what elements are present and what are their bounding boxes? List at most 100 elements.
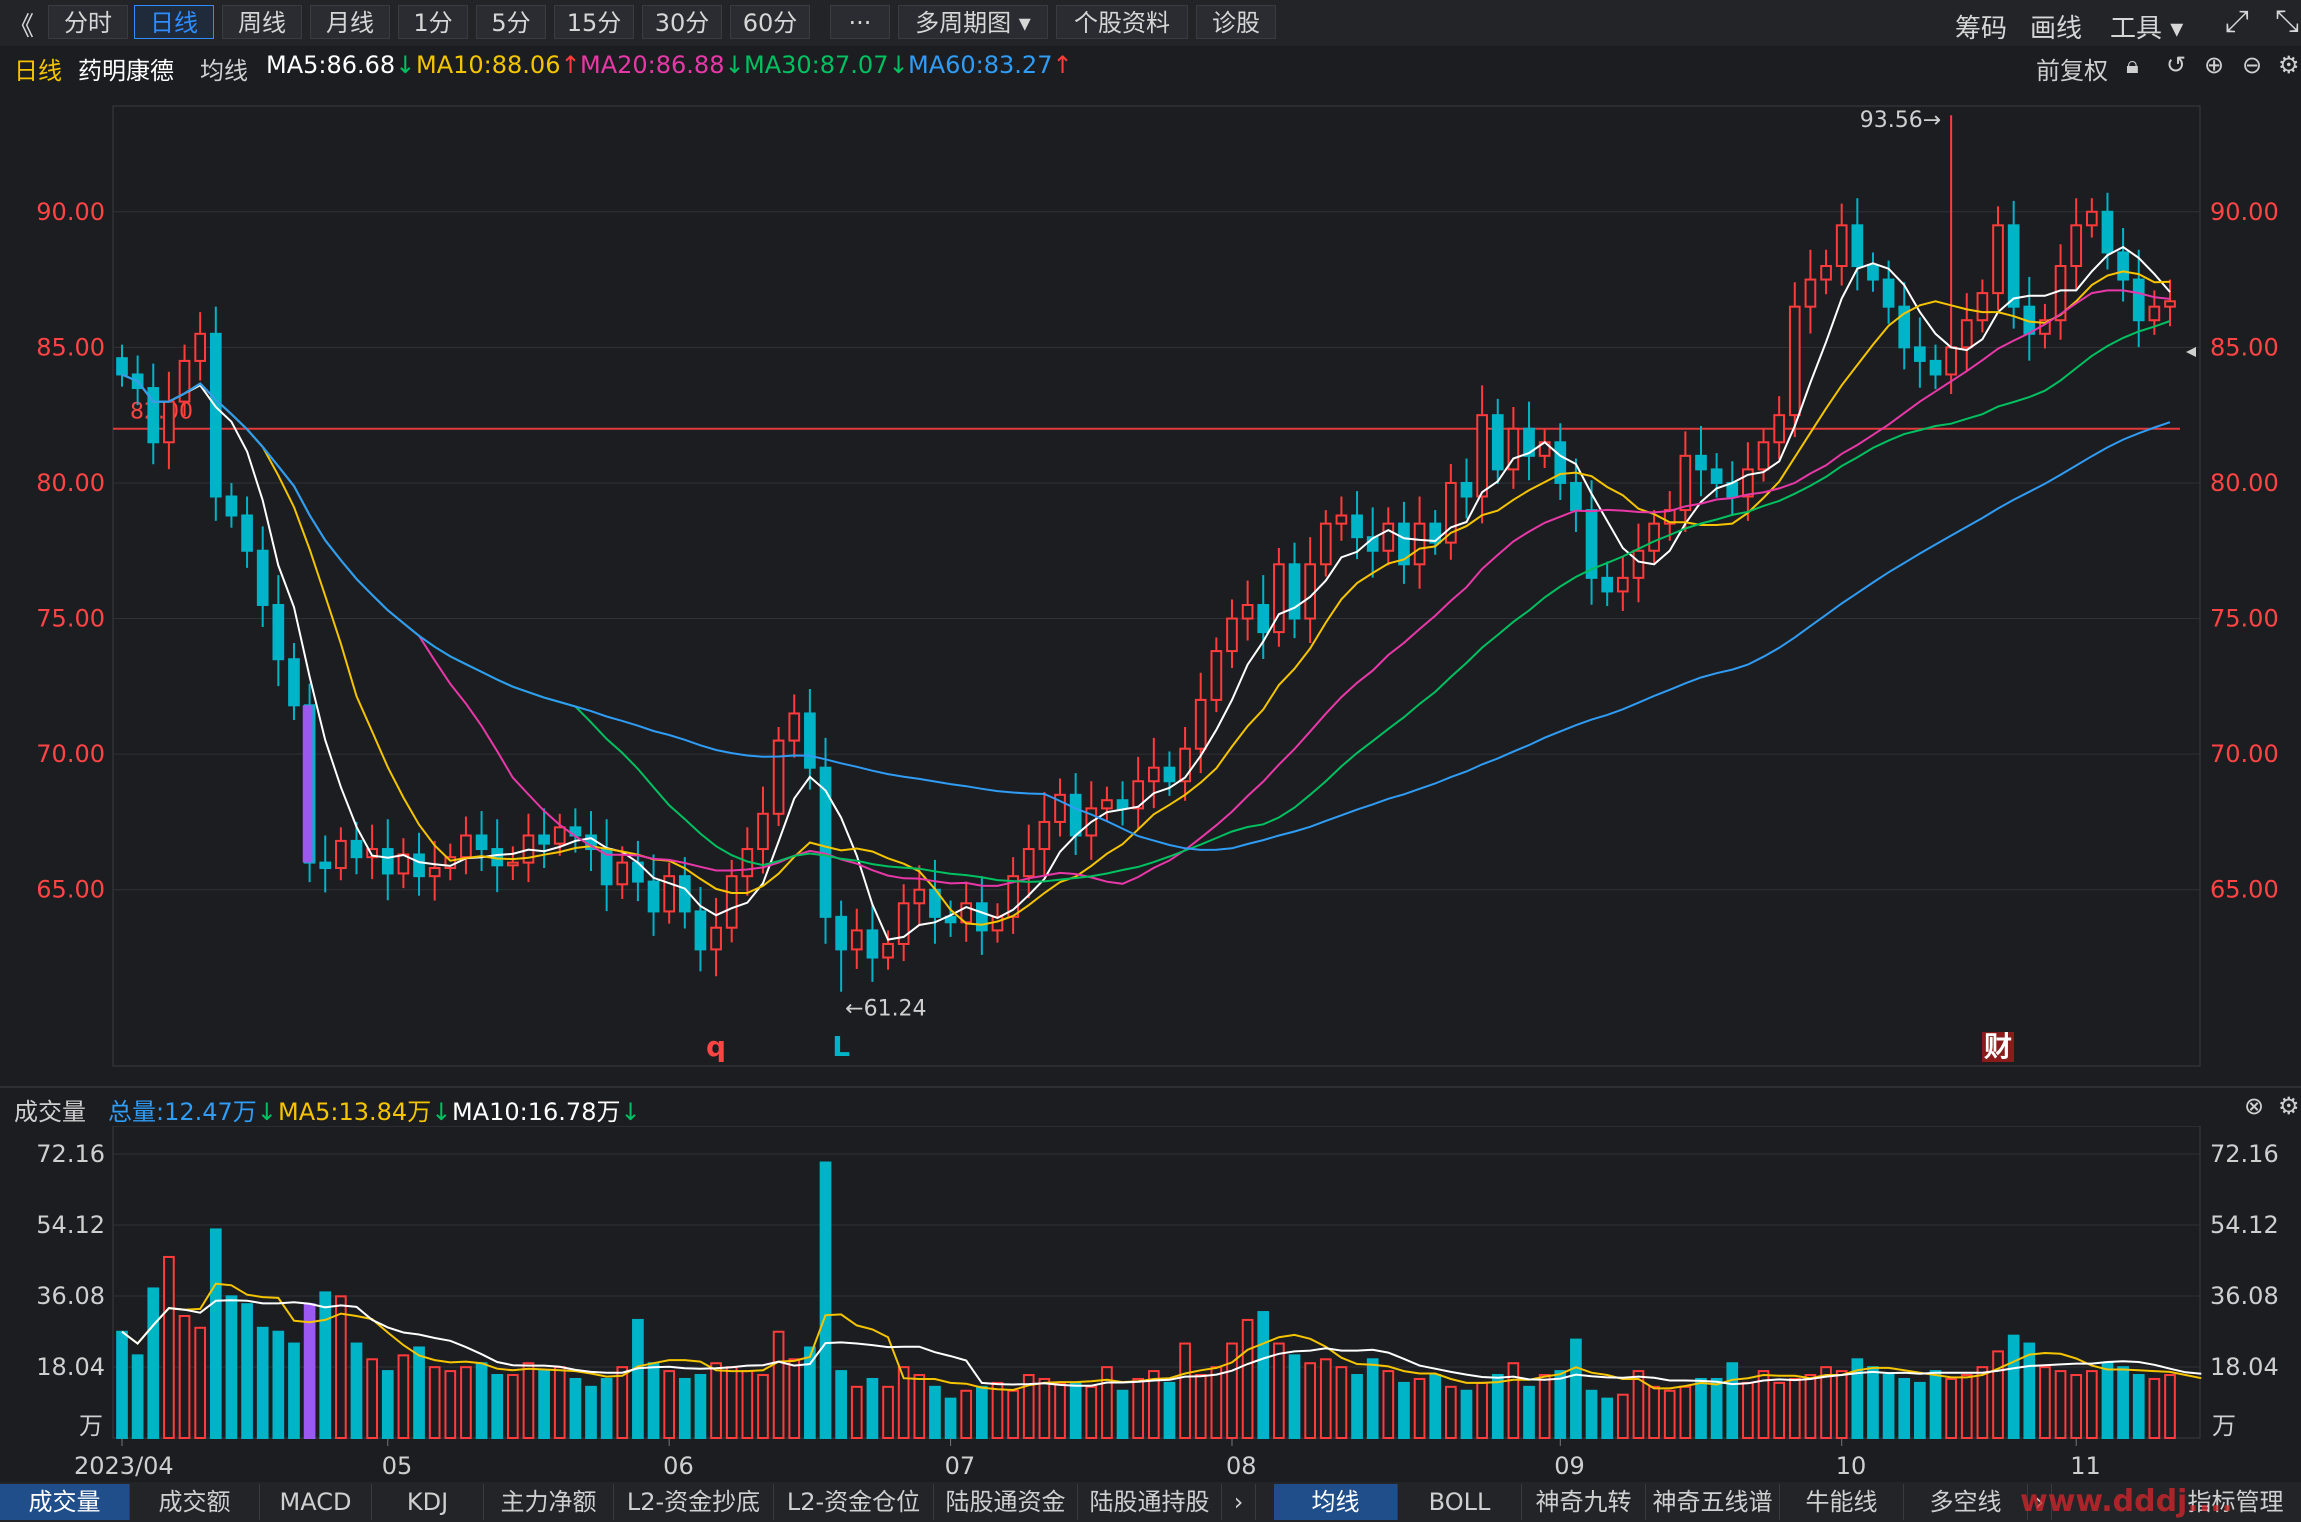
high-price-label: 93.56→	[1860, 108, 1941, 133]
candle	[460, 834, 472, 859]
tab-turnover[interactable]: 成交额	[130, 1484, 260, 1520]
volume-bar	[1194, 1374, 1207, 1439]
tab-weekly[interactable]: 周线	[222, 5, 302, 39]
tab-daily[interactable]: 日线	[134, 5, 214, 39]
tab-bull-bear[interactable]: 多空线	[1904, 1484, 2028, 1520]
candle	[1398, 522, 1410, 566]
candle	[1429, 522, 1442, 544]
back-button[interactable]: 《	[8, 12, 35, 42]
tab-bull-line[interactable]: 牛能线	[1780, 1484, 1904, 1520]
tab-northbound-flow[interactable]: 陆股通资金	[934, 1484, 1078, 1520]
tab-northbound-hold[interactable]: 陆股通持股	[1078, 1484, 1222, 1520]
tab-ma[interactable]: 均线	[1274, 1484, 1398, 1520]
tab-intraday[interactable]: 分时	[48, 5, 128, 39]
volume-bar	[944, 1397, 957, 1439]
tab-l2-bottom[interactable]: L2-资金抄底	[614, 1484, 774, 1520]
volume-bar	[1820, 1366, 1832, 1439]
volume-bar	[428, 1366, 441, 1439]
volume-bar	[1867, 1366, 1879, 1439]
stock-profile-button[interactable]: 个股资料	[1056, 5, 1188, 39]
tab-l2-position[interactable]: L2-资金仓位	[774, 1484, 934, 1520]
volume-bar	[569, 1377, 582, 1439]
volume-bar	[882, 1385, 894, 1439]
indicator-name[interactable]: 均线	[200, 57, 248, 85]
candle	[1194, 698, 1207, 750]
candle	[1788, 305, 1801, 417]
date-tick-label: 05	[382, 1452, 413, 1480]
price-tick-left: 65.00	[36, 876, 105, 904]
diagnose-button[interactable]: 诊股	[1196, 5, 1276, 39]
tab-60min[interactable]: 60分	[730, 5, 810, 39]
draw-line-button[interactable]: 画线	[2030, 14, 2083, 44]
volume-bar	[694, 1374, 707, 1439]
tab-volume[interactable]: 成交量	[0, 1484, 130, 1520]
fullscreen-icon[interactable]: ⤢	[2225, 4, 2249, 39]
candle	[1257, 603, 1270, 634]
volume-bar	[1757, 1370, 1770, 1439]
expand-icon[interactable]: ⤡	[2275, 4, 2299, 39]
volume-bar	[2164, 1374, 2176, 1439]
more-periods-button[interactable]: ···	[830, 5, 890, 39]
tab-boll[interactable]: BOLL	[1398, 1484, 1522, 1520]
multi-period-dropdown[interactable]: 多周期图 ▾	[898, 5, 1048, 39]
price-tick-right: 85.00	[2210, 333, 2279, 361]
tab-30min[interactable]: 30分	[642, 5, 722, 39]
indicator-tabs: 成交量 成交额 MACD KDJ 主力净额 L2-资金抄底 L2-资金仓位 陆股…	[0, 1482, 2301, 1522]
tabs-right-next-icon[interactable]: ›	[2028, 1484, 2052, 1520]
volume-bar	[1273, 1342, 1285, 1440]
volume-bar	[335, 1295, 347, 1439]
tab-5min[interactable]: 5分	[476, 5, 546, 39]
highlight-candle	[302, 705, 313, 863]
chips-button[interactable]: 筹码	[1955, 14, 2008, 44]
close-panel-icon[interactable]: ⊗	[2244, 1092, 2265, 1120]
volume-bar	[1147, 1370, 1160, 1439]
zoom-in-icon[interactable]: ⊕	[2204, 51, 2225, 79]
last-price-pointer	[2186, 347, 2196, 357]
candle	[1960, 319, 1973, 349]
candle	[757, 812, 769, 851]
tab-15min[interactable]: 15分	[554, 5, 634, 39]
volume-bar	[538, 1370, 550, 1439]
volume-ma5-line	[121, 1282, 2202, 1392]
candle	[1507, 427, 1520, 471]
tab-main-net[interactable]: 主力净额	[484, 1484, 614, 1520]
volume-chart[interactable]: 72.16 72.16 54.12 54.12 36.08 36.08 18.04 18.04…	[0, 1126, 2301, 1482]
volume-bar	[1914, 1381, 1926, 1439]
lock-icon[interactable]: 🔒︎	[2126, 51, 2139, 79]
indicator-manage-button[interactable]: 指标管理	[2187, 1488, 2284, 1516]
tabs-next-icon[interactable]: ›	[1222, 1484, 1256, 1520]
volume-bar	[1742, 1381, 1754, 1439]
volume-bar	[2039, 1366, 2051, 1439]
candle	[1835, 224, 1848, 268]
volume-bar	[1616, 1393, 1629, 1439]
volume-bar	[475, 1362, 488, 1439]
volume-bar	[1695, 1377, 1707, 1439]
volume-bar	[976, 1385, 988, 1439]
tab-magic-nine[interactable]: 神奇九转	[1522, 1484, 1646, 1520]
settings-icon[interactable]: ⚙	[2278, 51, 2300, 79]
candle	[647, 880, 660, 913]
stock-name: 药明康德	[78, 57, 174, 85]
candle	[1570, 481, 1582, 512]
volume-bar	[1570, 1338, 1582, 1440]
tab-monthly[interactable]: 月线	[310, 5, 390, 39]
tab-kdj[interactable]: KDJ	[372, 1484, 484, 1520]
tools-dropdown[interactable]: 工具 ▾	[2110, 14, 2184, 44]
volume-bar	[1085, 1385, 1098, 1439]
tab-macd[interactable]: MACD	[260, 1484, 372, 1520]
volume-bar	[444, 1370, 457, 1439]
reset-icon[interactable]: ↺	[2166, 51, 2187, 79]
tab-1min[interactable]: 1分	[398, 5, 468, 39]
candle	[335, 839, 347, 870]
volume-ma10-line	[121, 1299, 2202, 1387]
candle	[1038, 820, 1051, 851]
volume-settings-icon[interactable]: ⚙	[2278, 1092, 2300, 1120]
candle	[194, 332, 207, 362]
volume-bar	[1038, 1377, 1051, 1439]
ma-info-bar: 日线 药明康德 均线 MA5:86.68↓ MA10:88.06↑ MA20:8…	[0, 46, 2301, 86]
candlestick-chart[interactable]: 90.00 90.00 85.00 85.00 80.00 80.00 75.00 75.00…	[0, 86, 2301, 1086]
tab-magic-five[interactable]: 神奇五线谱	[1646, 1484, 1780, 1520]
volume-bar	[1007, 1389, 1019, 1439]
zoom-out-icon[interactable]: ⊖	[2242, 51, 2263, 79]
adjust-mode[interactable]: 前复权	[2036, 57, 2108, 85]
